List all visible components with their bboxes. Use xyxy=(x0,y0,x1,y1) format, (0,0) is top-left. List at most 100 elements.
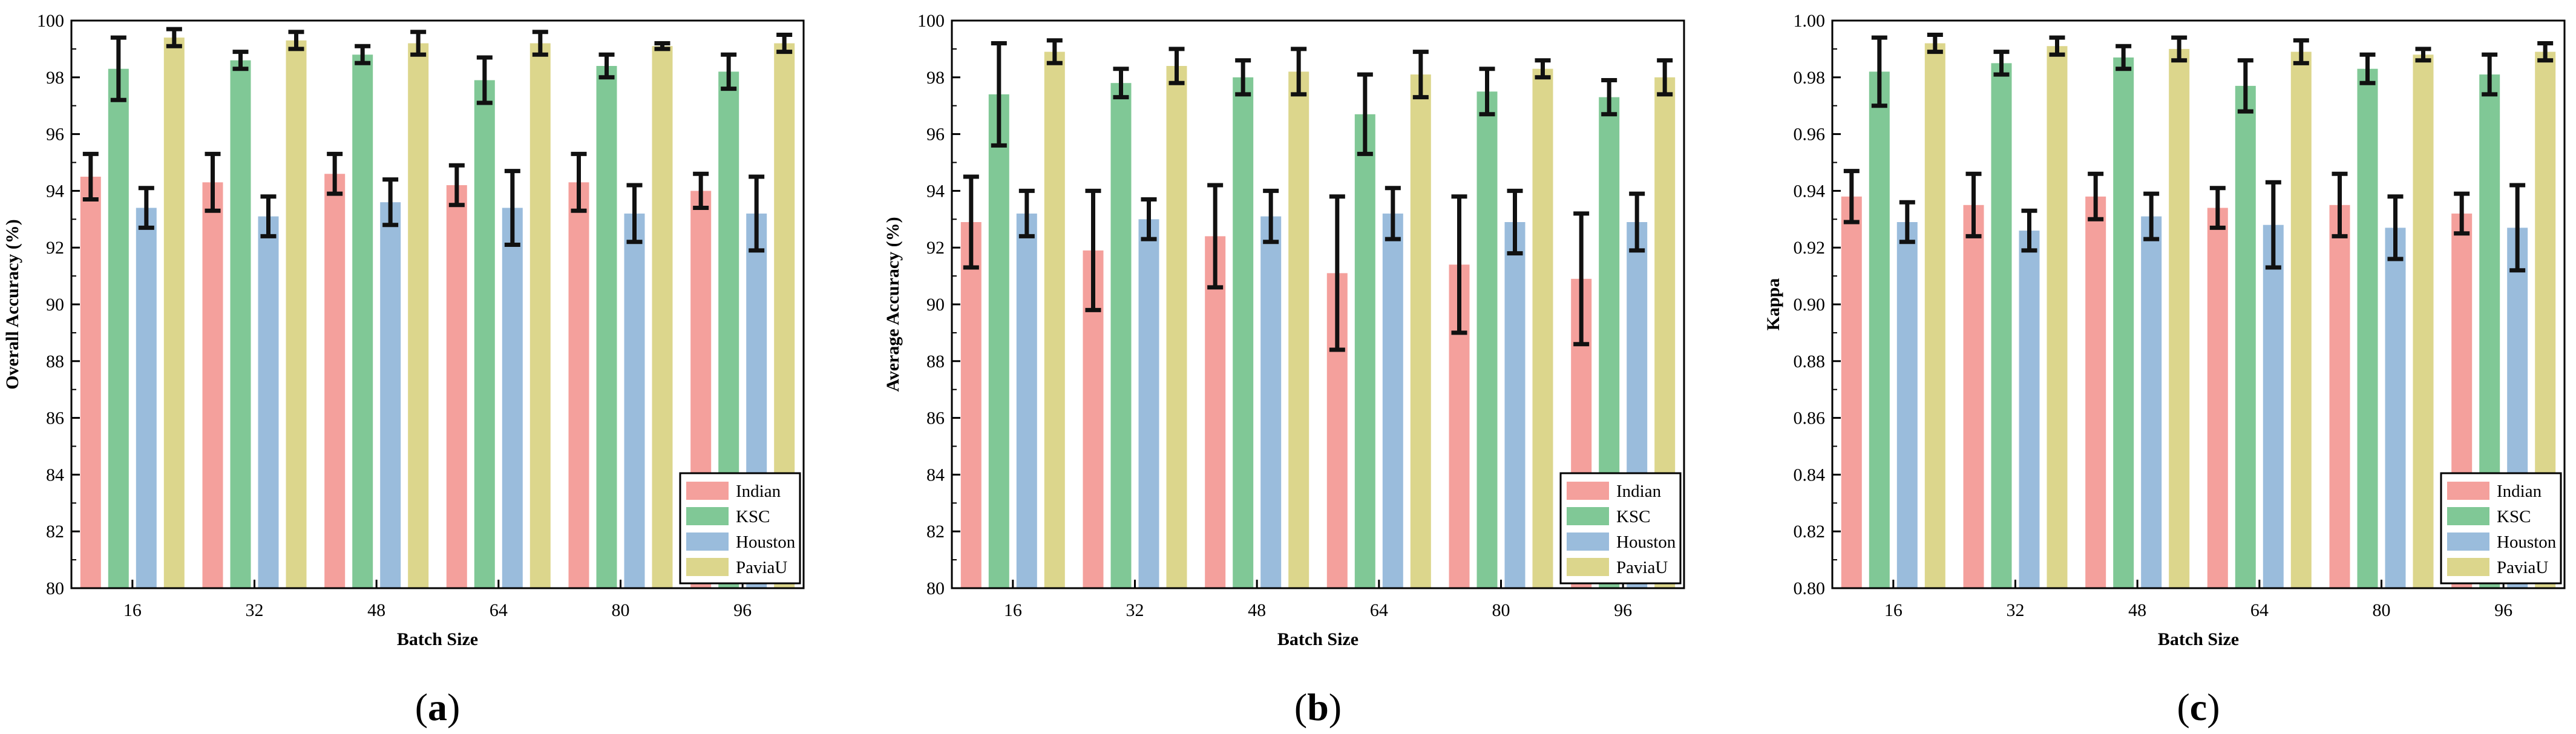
x-tick-label: 80 xyxy=(2373,600,2391,620)
y-axis-label: Average Accuracy (%) xyxy=(883,217,903,392)
error-bar-paviau-80 xyxy=(2415,47,2431,63)
chart-panel-3: 0.80 0.82 0.84 0.86 0.88 0.90 0.92 0.94 0.96 0.98… xyxy=(1763,11,2566,729)
x-tick-label: 48 xyxy=(367,600,385,620)
bar-ksc-64 xyxy=(2235,85,2256,588)
error-bar-paviau-80 xyxy=(654,41,670,51)
bar-ksc-80 xyxy=(2357,68,2378,588)
error-bar-ksc-32 xyxy=(1113,67,1129,100)
error-bar-indian-32 xyxy=(1965,171,1982,238)
x-tick-label: 32 xyxy=(246,600,264,620)
y-tick-label: 0.98 xyxy=(1794,68,1826,88)
bar-paviau-16 xyxy=(163,38,185,589)
error-bar-paviau-64 xyxy=(1412,50,1429,100)
bar-houston-16 xyxy=(1016,213,1037,588)
y-tick-label: 88 xyxy=(926,352,945,372)
error-bar-indian-16 xyxy=(82,151,99,202)
error-bar-indian-48 xyxy=(1207,183,1224,290)
y-tick-label: 92 xyxy=(46,238,64,258)
bar-indian-16 xyxy=(960,222,982,588)
bar-houston-48 xyxy=(2141,216,2162,589)
error-bar-houston-80 xyxy=(626,183,643,244)
bar-houston-16 xyxy=(136,208,157,588)
bar-indian-64 xyxy=(446,185,467,588)
bar-ksc-48 xyxy=(1233,77,1254,589)
error-bar-houston-96 xyxy=(1629,191,1645,253)
bar-houston-80 xyxy=(624,213,645,588)
bar-ksc-80 xyxy=(1476,91,1498,589)
error-bar-indian-96 xyxy=(693,171,709,210)
error-bar-paviau-64 xyxy=(532,30,548,57)
error-bar-paviau-48 xyxy=(1291,47,1307,97)
error-bar-houston-16 xyxy=(1018,188,1035,238)
bar-houston-16 xyxy=(1896,222,1918,588)
chart-panel-2: 80 82 84 86 88 90 92 94 96 98 100 16 32 48 64 80 96 Batch… xyxy=(883,11,1685,729)
bar-indian-80 xyxy=(568,182,589,588)
legend-swatch-indian xyxy=(2447,482,2489,500)
error-bar-paviau-96 xyxy=(1657,58,1673,97)
bar-indian-32 xyxy=(1963,205,1984,588)
error-bar-houston-32 xyxy=(1141,197,1157,241)
x-tick-label: 96 xyxy=(2494,600,2512,620)
error-bar-indian-32 xyxy=(205,151,221,213)
x-tick-label: 16 xyxy=(123,600,142,620)
error-bar-ksc-16 xyxy=(991,41,1007,148)
error-bar-paviau-80 xyxy=(1535,58,1551,80)
error-bar-indian-64 xyxy=(1329,194,1345,352)
bar-houston-48 xyxy=(1260,216,1282,589)
x-tick-label: 96 xyxy=(733,600,752,620)
bar-ksc-80 xyxy=(596,66,617,588)
error-bar-ksc-64 xyxy=(2237,58,2253,114)
error-bar-ksc-16 xyxy=(110,35,126,102)
bar-houston-32 xyxy=(258,216,279,589)
y-tick-label: 0.80 xyxy=(1794,578,1826,598)
error-bar-houston-16 xyxy=(1899,200,1915,244)
error-bar-indian-64 xyxy=(2209,186,2226,230)
y-tick-label: 98 xyxy=(46,68,64,88)
bar-ksc-16 xyxy=(108,68,129,588)
bar-paviau-64 xyxy=(1410,74,1431,589)
error-bar-ksc-64 xyxy=(476,55,493,105)
y-tick-label: 82 xyxy=(926,522,945,542)
panel-label: (a) xyxy=(415,686,460,729)
legend-swatch-houston xyxy=(2447,532,2489,551)
legend-label-indian: Indian xyxy=(2497,482,2542,501)
y-tick-label: 86 xyxy=(46,408,64,428)
x-tick-label: 80 xyxy=(612,600,630,620)
bar-ksc-48 xyxy=(2113,57,2134,588)
error-bar-houston-96 xyxy=(749,174,765,253)
error-bar-indian-96 xyxy=(2454,191,2470,236)
chart-panel-1: 80 82 84 86 88 90 92 94 96 98 100 16 32 48 64 80 96 Batch… xyxy=(2,11,805,729)
y-tick-label: 92 xyxy=(926,238,945,258)
error-bar-ksc-96 xyxy=(2482,52,2498,97)
error-bar-indian-80 xyxy=(571,151,587,213)
error-bar-houston-64 xyxy=(504,169,520,247)
error-bar-houston-32 xyxy=(2021,208,2037,253)
y-tick-label: 0.88 xyxy=(1794,352,1826,372)
error-bar-houston-64 xyxy=(1385,186,1401,241)
error-bar-ksc-64 xyxy=(1357,72,1373,156)
error-bar-paviau-48 xyxy=(410,30,427,57)
error-bar-indian-64 xyxy=(448,163,465,208)
bar-ksc-32 xyxy=(1110,83,1132,588)
legend-swatch-paviau xyxy=(1567,558,1609,576)
legend-label-paviau: PaviaU xyxy=(2497,558,2548,577)
x-tick-label: 80 xyxy=(1492,600,1510,620)
error-bar-indian-80 xyxy=(2332,171,2348,238)
y-tick-label: 86 xyxy=(926,408,945,428)
x-axis-label: Batch Size xyxy=(397,629,478,649)
y-tick-label: 0.84 xyxy=(1794,465,1826,485)
legend-label-houston: Houston xyxy=(2497,532,2557,552)
bar-paviau-48 xyxy=(408,43,429,588)
bar-paviau-80 xyxy=(652,46,673,588)
legend-swatch-ksc xyxy=(2447,507,2489,525)
error-bar-paviau-64 xyxy=(2293,38,2309,65)
legend-label-ksc: KSC xyxy=(2497,507,2531,526)
x-tick-label: 64 xyxy=(2250,600,2269,620)
error-bar-indian-16 xyxy=(963,174,979,270)
bar-ksc-64 xyxy=(474,80,495,588)
x-tick-label: 16 xyxy=(1004,600,1022,620)
x-tick-label: 64 xyxy=(490,600,508,620)
error-bar-indian-80 xyxy=(1451,194,1467,335)
error-bar-houston-48 xyxy=(2143,191,2160,241)
error-bar-indian-48 xyxy=(2088,171,2104,221)
